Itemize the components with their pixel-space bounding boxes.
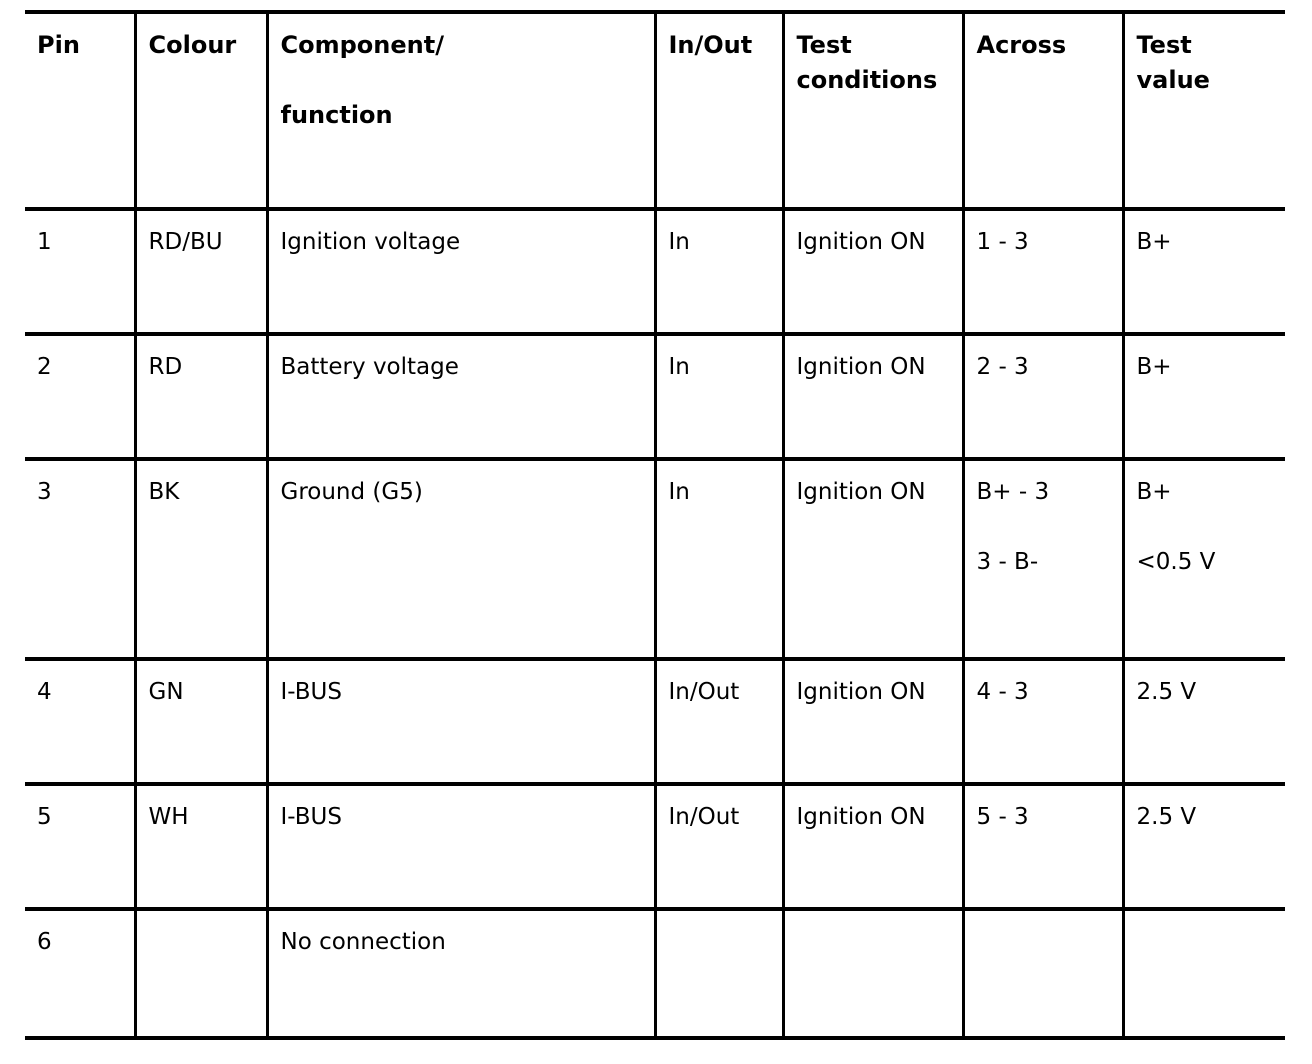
cell-across: 5 - 3: [961, 784, 1125, 909]
cell-test-value: B+: [1121, 209, 1285, 334]
cell-across: B+ - 3 3 - B-: [961, 459, 1125, 659]
cell-test-conditions: Ignition ON: [781, 659, 965, 784]
pin-assignment-table: Pin Colour Component/ function In/Out Te…: [25, 10, 1285, 1040]
cell-component: Battery voltage: [265, 334, 657, 459]
cell-colour: WH: [133, 784, 269, 909]
cell-test-conditions: Ignition ON: [781, 784, 965, 909]
table-header-row: Pin Colour Component/ function In/Out Te…: [25, 12, 1285, 209]
cell-across: 1 - 3: [961, 209, 1125, 334]
cell-test-value: 2.5 V: [1121, 784, 1285, 909]
header-component-function: Component/ function: [265, 12, 657, 209]
cell-in-out: In/Out: [653, 784, 785, 909]
header-pin: Pin: [25, 12, 137, 209]
cell-colour: RD: [133, 334, 269, 459]
cell-pin: 4: [25, 659, 137, 784]
cell-in-out: In: [653, 459, 785, 659]
cell-pin: 3: [25, 459, 137, 659]
cell-pin: 1: [25, 209, 137, 334]
cell-test-value: B+: [1121, 334, 1285, 459]
cell-test-value: 2.5 V: [1121, 659, 1285, 784]
cell-component: Ground (G5): [265, 459, 657, 659]
cell-component: I-BUS: [265, 784, 657, 909]
header-in-out: In/Out: [653, 12, 785, 209]
cell-component: No connection: [265, 909, 657, 1038]
cell-across: 4 - 3: [961, 659, 1125, 784]
cell-component: I-BUS: [265, 659, 657, 784]
header-test-value: Test value: [1121, 12, 1285, 209]
cell-in-out: In/Out: [653, 659, 785, 784]
header-across: Across: [961, 12, 1125, 209]
header-colour: Colour: [133, 12, 269, 209]
cell-colour: BK: [133, 459, 269, 659]
cell-pin: 5: [25, 784, 137, 909]
cell-colour: RD/BU: [133, 209, 269, 334]
table-row-pin-1: 1 RD/BU Ignition voltage In Ignition ON …: [25, 209, 1285, 334]
cell-pin: 2: [25, 334, 137, 459]
cell-in-out: In: [653, 334, 785, 459]
cell-in-out: [653, 909, 785, 1038]
table-row-pin-3: 3 BK Ground (G5) In Ignition ON B+ - 3 3…: [25, 459, 1285, 659]
cell-component: Ignition voltage: [265, 209, 657, 334]
cell-in-out: In: [653, 209, 785, 334]
cell-test-conditions: [781, 909, 965, 1038]
cell-test-conditions: Ignition ON: [781, 459, 965, 659]
table-row-pin-2: 2 RD Battery voltage In Ignition ON 2 - …: [25, 334, 1285, 459]
cell-colour: GN: [133, 659, 269, 784]
cell-test-conditions: Ignition ON: [781, 209, 965, 334]
cell-test-value: B+ <0.5 V: [1121, 459, 1285, 659]
table-row-pin-4: 4 GN I-BUS In/Out Ignition ON 4 - 3 2.5 …: [25, 659, 1285, 784]
table-row-pin-5: 5 WH I-BUS In/Out Ignition ON 5 - 3 2.5 …: [25, 784, 1285, 909]
cell-test-value: [1121, 909, 1285, 1038]
cell-test-conditions: Ignition ON: [781, 334, 965, 459]
cell-across: 2 - 3: [961, 334, 1125, 459]
cell-pin: 6: [25, 909, 137, 1038]
cell-colour: [133, 909, 269, 1038]
header-test-conditions: Test conditions: [781, 12, 965, 209]
table-row-pin-6: 6 No connection: [25, 909, 1285, 1038]
cell-across: [961, 909, 1125, 1038]
